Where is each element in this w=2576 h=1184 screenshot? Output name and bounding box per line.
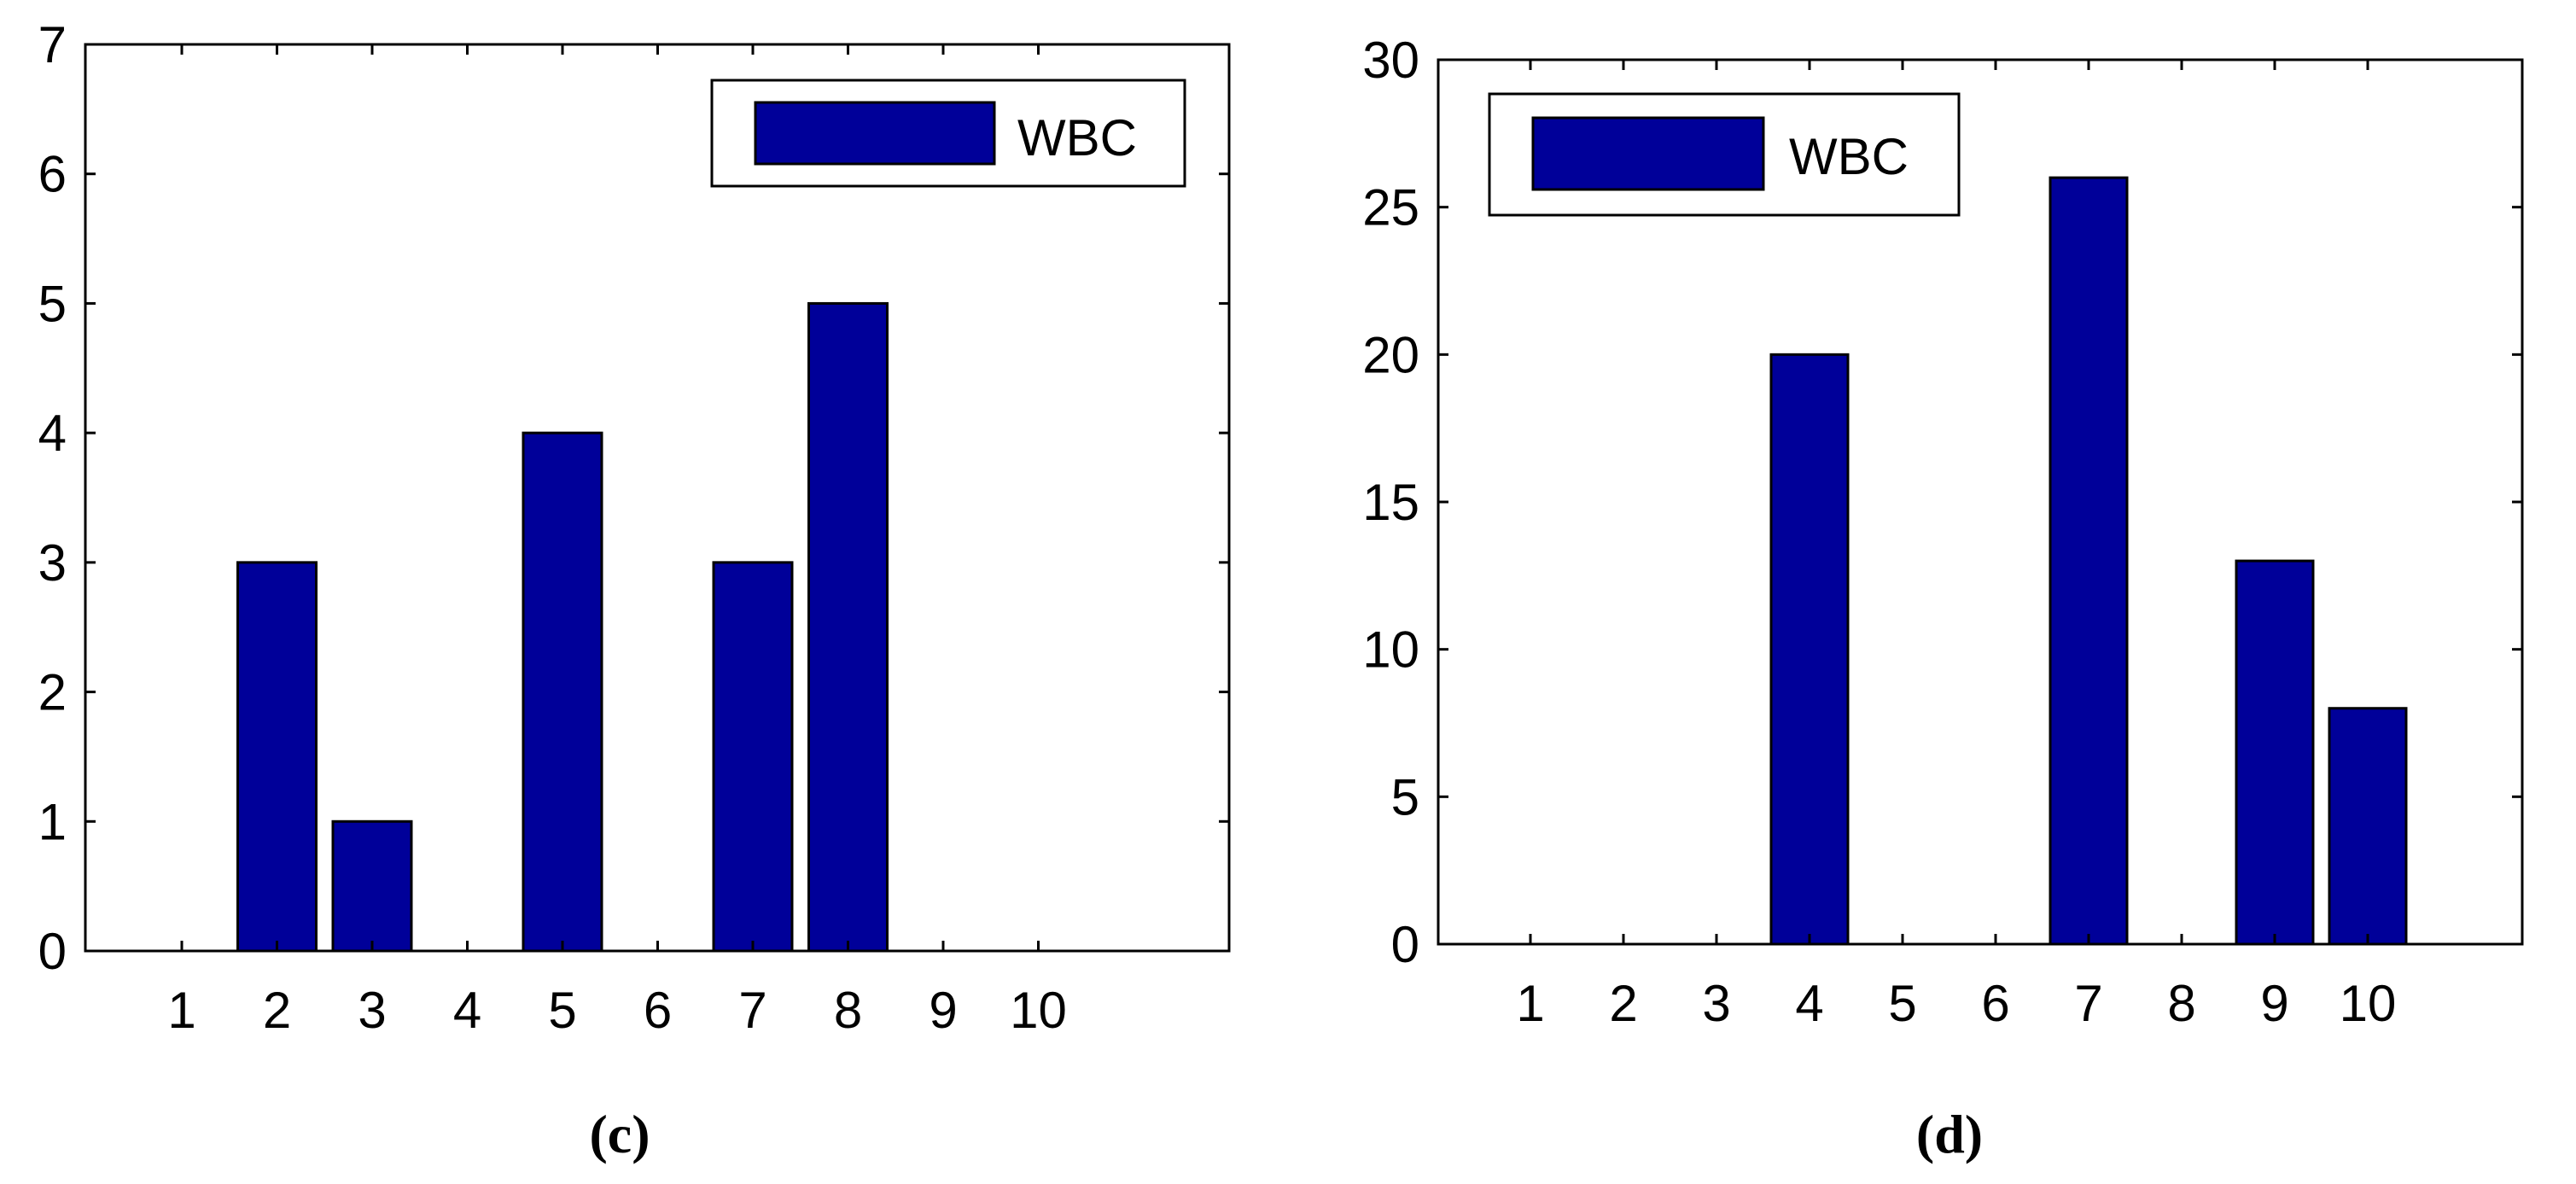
x-tick-label: 1	[1516, 975, 1544, 1032]
x-tick-label: 4	[453, 982, 481, 1039]
y-tick-label: 25	[1362, 179, 1419, 236]
y-tick-label: 1	[38, 793, 67, 850]
bar-8	[807, 301, 889, 953]
x-tick-label: 7	[738, 982, 766, 1039]
chart-panel-d: 0 5 10 15 20 25 30 1 2 3 4 5 6 7 8 9 10 WBC (d)	[1362, 32, 2524, 1164]
x-tick-label: 10	[2340, 975, 2397, 1032]
x-tick-label: 9	[929, 982, 957, 1039]
y-tick-label: 5	[1391, 768, 1419, 825]
x-tick-label: 3	[1702, 975, 1730, 1032]
bar-7	[712, 561, 794, 953]
y-tick-label: 7	[38, 16, 67, 73]
x-tick-label: 3	[358, 982, 386, 1039]
x-tick-label: 4	[1795, 975, 1823, 1032]
y-tick-label: 3	[38, 534, 67, 592]
panel-label: (c)	[589, 1104, 650, 1164]
bar-2	[236, 561, 318, 953]
y-tick-label: 0	[1391, 916, 1419, 973]
y-tick-label: 5	[38, 275, 67, 332]
x-tick-label: 1	[167, 982, 195, 1039]
bar-10	[2328, 707, 2408, 946]
x-tick-label: 9	[2260, 975, 2288, 1032]
x-tick-label: 2	[263, 982, 291, 1039]
x-tick-label: 10	[1010, 982, 1067, 1039]
bar-4	[1769, 353, 1850, 946]
y-tick-label: 10	[1362, 621, 1419, 679]
bar-9	[2235, 559, 2315, 946]
x-tick-label: 8	[2167, 975, 2195, 1032]
legend-label: WBC	[1789, 128, 1909, 185]
chart-panel-c: 0 1 2 3 4 5 6 7 1 2 3 4 5 6 7 8 9 10 WBC (c)	[38, 16, 1231, 1164]
bar-7	[2049, 176, 2129, 946]
y-tick-label: 15	[1362, 474, 1419, 531]
y-tick-label: 4	[38, 405, 67, 462]
x-tick-label: 5	[1888, 975, 1916, 1032]
x-tick-label: 7	[2074, 975, 2102, 1032]
bar-5	[522, 431, 603, 953]
x-tick-label: 5	[548, 982, 576, 1039]
x-tick-label: 6	[644, 982, 672, 1039]
legend-swatch	[1531, 116, 1765, 191]
x-tick-label: 8	[834, 982, 862, 1039]
x-tick-label: 6	[1981, 975, 2009, 1032]
bar-3	[331, 819, 413, 953]
panel-label: (d)	[1916, 1104, 1983, 1164]
y-tick-label: 6	[38, 146, 67, 203]
legend-swatch	[754, 101, 996, 166]
y-tick-label: 0	[38, 923, 67, 980]
y-tick-label: 30	[1362, 32, 1419, 89]
legend-label: WBC	[1017, 109, 1137, 166]
x-tick-label: 2	[1609, 975, 1637, 1032]
y-tick-label: 2	[38, 664, 67, 721]
y-tick-label: 20	[1362, 326, 1419, 383]
